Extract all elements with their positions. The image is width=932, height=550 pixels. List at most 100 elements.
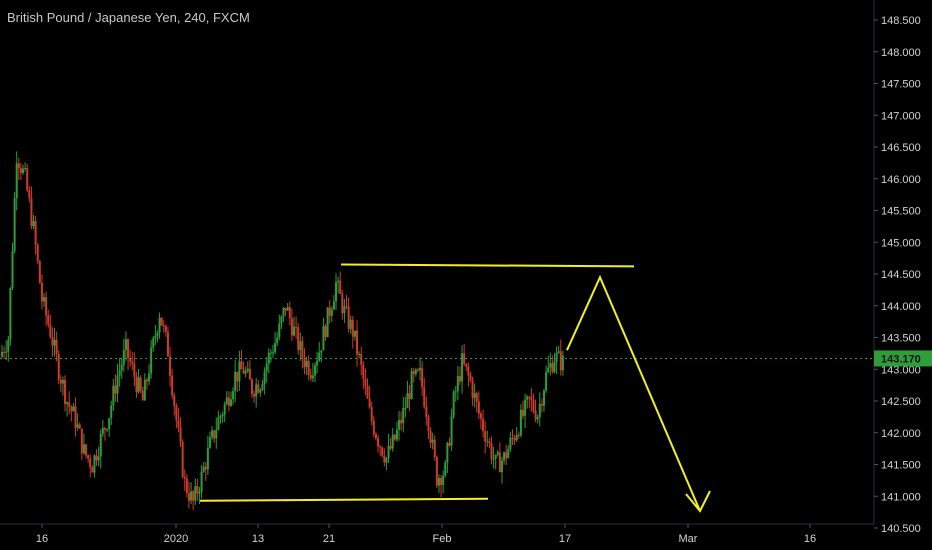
candle-body bbox=[505, 452, 508, 459]
candle-body bbox=[297, 327, 300, 350]
candle-body bbox=[555, 352, 558, 362]
candle-body bbox=[456, 376, 459, 392]
candle-body bbox=[293, 326, 296, 336]
candle-body bbox=[49, 324, 52, 338]
candle-body bbox=[498, 452, 501, 473]
candle-body bbox=[362, 364, 365, 379]
candle-body bbox=[139, 377, 142, 391]
candle-body bbox=[129, 357, 132, 362]
candle-body bbox=[288, 307, 291, 319]
candle-body bbox=[141, 390, 144, 401]
annotation-layer[interactable] bbox=[199, 263, 711, 513]
candle-body bbox=[215, 429, 218, 439]
support-line[interactable] bbox=[199, 497, 489, 502]
candle-body bbox=[435, 457, 438, 486]
candle-body bbox=[358, 353, 361, 355]
candle-body bbox=[381, 447, 384, 456]
y-tick-label: 147.500 bbox=[881, 79, 921, 91]
candle-body bbox=[366, 385, 369, 399]
candle-body bbox=[47, 315, 50, 325]
candle-body bbox=[276, 337, 279, 344]
candle-body bbox=[217, 417, 220, 430]
candle-body bbox=[557, 351, 560, 353]
candle-body bbox=[500, 460, 503, 473]
x-tick-label: 16 bbox=[36, 533, 48, 545]
candle-body bbox=[477, 401, 480, 414]
candle-body bbox=[160, 317, 163, 326]
candle-body bbox=[97, 456, 100, 461]
projection-arrow-path[interactable] bbox=[566, 274, 701, 512]
candle-body bbox=[490, 442, 493, 460]
candle-body bbox=[404, 408, 407, 410]
candle-body bbox=[494, 454, 497, 459]
candle-body bbox=[528, 396, 531, 398]
candle-body bbox=[385, 457, 388, 463]
candle-body bbox=[299, 341, 302, 350]
candle-body bbox=[198, 491, 201, 494]
candle-body bbox=[196, 485, 199, 494]
resistance-line[interactable] bbox=[340, 263, 635, 268]
candle-body bbox=[3, 352, 6, 354]
candle-body bbox=[442, 475, 445, 486]
candle-body bbox=[122, 350, 125, 365]
y-tick-label: 141.500 bbox=[881, 460, 921, 472]
candle-body bbox=[295, 326, 298, 328]
price-axis[interactable]: 140.500 141.000 141.500 142.000 142.500 143.0… bbox=[874, 15, 921, 535]
candle-body bbox=[337, 280, 340, 283]
y-tick-label: 148.000 bbox=[881, 47, 921, 59]
x-tick-label: 13 bbox=[252, 533, 264, 545]
candle-body bbox=[360, 353, 363, 365]
candle-body bbox=[169, 356, 172, 376]
candle-body bbox=[248, 368, 251, 380]
x-tick-label: 2020 bbox=[164, 533, 188, 545]
candle-body bbox=[51, 337, 54, 346]
candle-body bbox=[5, 351, 8, 353]
x-tick-label: Feb bbox=[433, 533, 452, 545]
candle-body bbox=[120, 364, 123, 371]
candle-body bbox=[507, 448, 510, 459]
candle-body bbox=[559, 351, 562, 371]
candle-body bbox=[540, 403, 543, 406]
candle-body bbox=[22, 168, 25, 173]
candle-body bbox=[282, 307, 285, 317]
candle-body bbox=[496, 452, 499, 455]
candle-body bbox=[309, 375, 312, 379]
candle-body bbox=[162, 325, 165, 327]
candle-body bbox=[551, 363, 554, 372]
candle-body bbox=[106, 429, 109, 431]
candle-body bbox=[322, 326, 325, 351]
candle-body bbox=[200, 471, 203, 492]
candle-body bbox=[78, 424, 81, 429]
candle-body bbox=[82, 444, 85, 454]
candle-body bbox=[271, 352, 274, 354]
candle-body bbox=[364, 378, 367, 386]
candle-body bbox=[89, 458, 92, 468]
candle-body bbox=[13, 198, 16, 252]
candle-body bbox=[274, 343, 277, 353]
candle-body bbox=[181, 441, 184, 477]
candle-body bbox=[185, 478, 188, 494]
candle-body bbox=[389, 445, 392, 449]
candle-body bbox=[85, 444, 88, 456]
candle-body bbox=[192, 491, 195, 501]
candle-body bbox=[488, 441, 491, 443]
candle-body bbox=[229, 399, 232, 406]
candle-body bbox=[284, 307, 287, 311]
candle-body bbox=[393, 434, 396, 440]
y-tick-label: 143.500 bbox=[881, 333, 921, 345]
candle-body bbox=[387, 445, 390, 458]
time-axis[interactable]: 16 2020 13 21 Feb 17 Mar 16 bbox=[36, 524, 816, 545]
candle-body bbox=[269, 352, 272, 354]
candle-body bbox=[118, 370, 121, 376]
candle-body bbox=[24, 167, 27, 169]
candle-body bbox=[114, 385, 117, 394]
candle-body bbox=[236, 371, 239, 382]
candle-body bbox=[166, 331, 169, 357]
candle-body bbox=[339, 280, 342, 295]
candle-body bbox=[133, 363, 136, 377]
candle-body bbox=[469, 375, 472, 381]
candle-body bbox=[429, 431, 432, 443]
y-tick-label: 144.000 bbox=[881, 301, 921, 313]
